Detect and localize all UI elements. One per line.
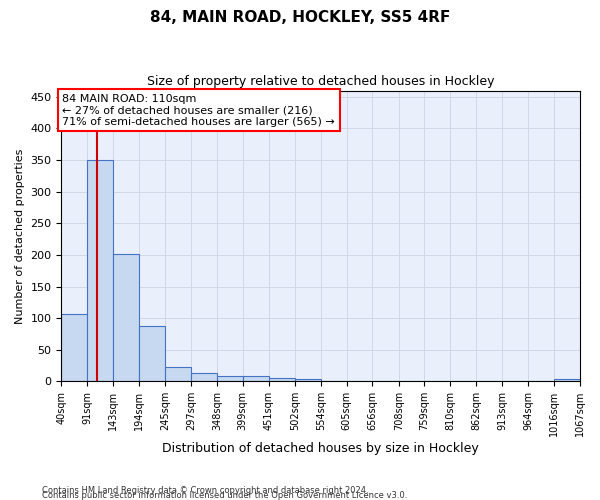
Y-axis label: Number of detached properties: Number of detached properties [15,148,25,324]
Text: Contains public sector information licensed under the Open Government Licence v3: Contains public sector information licen… [42,491,407,500]
Bar [554,379,580,382]
Bar [113,254,139,382]
Bar [61,314,87,382]
Bar [321,380,347,382]
Text: 84, MAIN ROAD, HOCKLEY, SS5 4RF: 84, MAIN ROAD, HOCKLEY, SS5 4RF [150,10,450,25]
Bar [269,378,295,382]
Bar [528,380,554,382]
Text: Contains HM Land Registry data © Crown copyright and database right 2024.: Contains HM Land Registry data © Crown c… [42,486,368,495]
Bar [373,380,399,382]
Text: 84 MAIN ROAD: 110sqm
← 27% of detached houses are smaller (216)
71% of semi-deta: 84 MAIN ROAD: 110sqm ← 27% of detached h… [62,94,335,127]
Bar [295,379,321,382]
Bar [87,160,113,382]
Bar [191,373,217,382]
Bar [139,326,165,382]
Bar [242,376,269,382]
Title: Size of property relative to detached houses in Hockley: Size of property relative to detached ho… [147,75,494,88]
Bar [217,376,242,382]
Bar [347,380,373,382]
Bar [450,380,476,382]
Bar [165,368,191,382]
X-axis label: Distribution of detached houses by size in Hockley: Distribution of detached houses by size … [163,442,479,455]
